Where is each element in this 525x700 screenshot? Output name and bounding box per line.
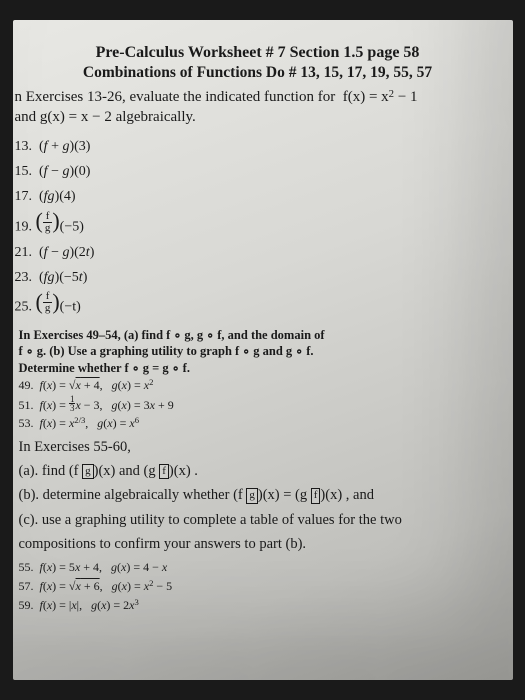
- problem-51: 51. f(x) = 13x − 3, g(x) = 3x + 9: [19, 395, 503, 415]
- worksheet-title: Pre-Calculus Worksheet # 7 Section 1.5 p…: [13, 44, 503, 62]
- problem-23: 23. (fg)(−5t): [15, 267, 503, 289]
- frac-bot: g: [43, 223, 53, 234]
- box-g-icon: g: [82, 464, 94, 479]
- problem-17: 17. (fg)(4): [15, 186, 503, 208]
- section-49-line2: f ∘ g. (b) Use a graphing utility to gra…: [19, 344, 314, 358]
- problem-set-a: 13. (f + g)(3) 15. (f − g)(0) 17. (fg)(4…: [15, 136, 503, 320]
- section-49-line3: Determine whether f ∘ g = g ∘ f.: [19, 361, 190, 375]
- problem-25: 25. (fg)(−t): [15, 292, 503, 319]
- problem-53: 53. f(x) = x2/3, g(x) = x6: [19, 414, 503, 433]
- box-f-icon: f: [159, 464, 169, 479]
- problem-19: 19. (fg)(−5): [15, 212, 503, 239]
- worksheet-page: Pre-Calculus Worksheet # 7 Section 1.5 p…: [13, 20, 513, 680]
- section-55-heading: In Exercises 55-60,: [19, 437, 503, 457]
- problem-55: 55. f(x) = 5x + 4, g(x) = 4 − x: [19, 558, 503, 577]
- section-49-intro: In Exercises 49–54, (a) find f ∘ g, g ∘ …: [19, 327, 409, 376]
- section-55-c2: compositions to confirm your answers to …: [19, 534, 503, 554]
- problem-25-num: 25.: [15, 300, 36, 315]
- problem-49: 49. f(x) = √x + 4, g(x) = x2: [19, 376, 503, 395]
- frac-top: f: [43, 211, 53, 223]
- section-49-line1: In Exercises 49–54, (a) find f ∘ g, g ∘ …: [19, 328, 325, 342]
- problem-21: 21. (f − g)(2t): [15, 242, 503, 264]
- problem-19-arg: (−5): [60, 219, 84, 234]
- section-55-c1: (c). use a graphing utility to complete …: [19, 510, 503, 530]
- instructions-line-2: and g(x) = x − 2 algebraically.: [15, 107, 503, 127]
- problem-19-num: 19.: [15, 219, 36, 234]
- problem-25-arg: (−t): [60, 300, 81, 315]
- problem-15: 15. (f − g)(0): [15, 161, 503, 183]
- instructions-line-1: n Exercises 13-26, evaluate the indicate…: [15, 87, 503, 107]
- problem-57: 57. f(x) = √x + 6, g(x) = x2 − 5: [19, 577, 503, 596]
- worksheet-subtitle: Combinations of Functions Do # 13, 15, 1…: [13, 64, 503, 82]
- problem-59: 59. f(x) = |x|, g(x) = 2x3: [19, 596, 503, 615]
- problem-13: 13. (f + g)(3): [15, 136, 503, 158]
- section-55-b: (b). determine algebraically whether (f …: [19, 485, 503, 505]
- section-55-a: (a). find (f g)(x) and (g f)(x) .: [19, 461, 503, 481]
